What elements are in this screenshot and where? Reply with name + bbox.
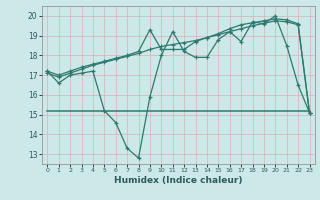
X-axis label: Humidex (Indice chaleur): Humidex (Indice chaleur) xyxy=(114,176,243,185)
